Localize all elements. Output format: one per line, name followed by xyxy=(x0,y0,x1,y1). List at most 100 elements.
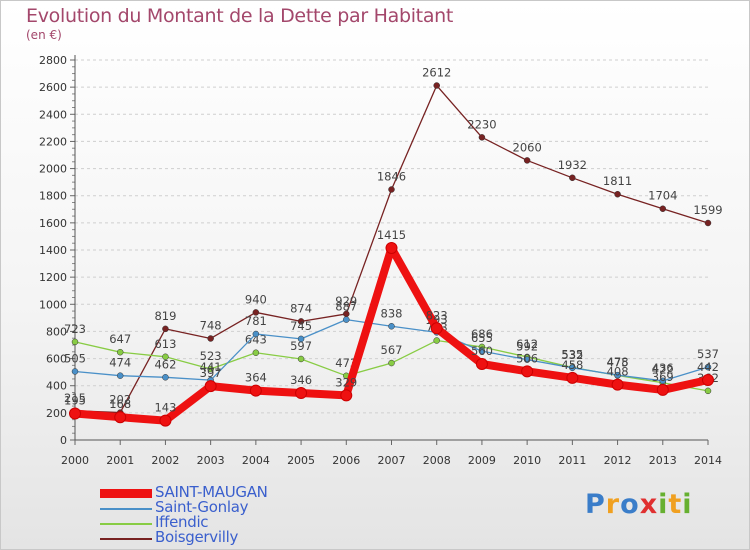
data-label: 436 xyxy=(652,361,674,375)
data-label: 1811 xyxy=(603,174,632,188)
data-label: 2230 xyxy=(467,117,496,131)
data-label: 441 xyxy=(200,360,222,374)
data-label: 474 xyxy=(109,356,131,370)
data-point xyxy=(159,414,172,427)
y-tick-label: 0 xyxy=(60,434,67,447)
data-label: 874 xyxy=(290,301,312,315)
data-point xyxy=(116,372,124,379)
data-point xyxy=(475,358,488,370)
data-label: 458 xyxy=(561,358,583,372)
data-point xyxy=(433,82,440,89)
data-label: 745 xyxy=(290,319,312,333)
data-label: 1932 xyxy=(558,158,587,172)
data-point xyxy=(614,190,621,198)
data-label: 202 xyxy=(109,393,131,407)
data-label: 1599 xyxy=(693,203,722,217)
data-point xyxy=(704,387,712,395)
data-point xyxy=(207,335,214,342)
data-point xyxy=(297,335,305,343)
data-point xyxy=(388,323,395,330)
data-point xyxy=(521,365,534,378)
data-label: 655 xyxy=(471,331,493,345)
y-tick-label: 1800 xyxy=(39,190,67,203)
data-label: 887 xyxy=(335,300,357,314)
data-label: 215 xyxy=(64,391,86,405)
data-point xyxy=(71,338,79,346)
data-label: 612 xyxy=(516,337,538,351)
data-label: 408 xyxy=(607,365,629,379)
data-label: 647 xyxy=(109,332,131,346)
data-point xyxy=(343,316,350,323)
data-label: 462 xyxy=(154,357,176,371)
data-label: 346 xyxy=(290,373,312,387)
data-label: 532 xyxy=(561,348,583,362)
data-point xyxy=(659,377,667,385)
data-point xyxy=(478,347,486,355)
data-label: 505 xyxy=(64,351,86,365)
data-point xyxy=(659,205,667,212)
data-point xyxy=(252,349,260,356)
series-line xyxy=(71,243,712,425)
data-label: 567 xyxy=(381,343,403,357)
data-point xyxy=(388,359,395,367)
data-point xyxy=(614,371,621,379)
data-label: 823 xyxy=(426,308,448,322)
data-label: 168 xyxy=(109,397,131,411)
data-label: 560 xyxy=(471,344,493,358)
data-point xyxy=(297,318,305,325)
logo-letter: o xyxy=(620,489,640,520)
data-label: 475 xyxy=(607,356,629,370)
data-point xyxy=(385,241,398,254)
data-point xyxy=(252,309,260,316)
x-tick-label: 2004 xyxy=(242,454,270,467)
legend-swatch xyxy=(100,489,152,498)
legend-swatch xyxy=(100,508,152,510)
y-tick-label: 1400 xyxy=(39,244,67,257)
data-point xyxy=(611,378,624,391)
data-label: 478 xyxy=(607,355,629,369)
data-point xyxy=(478,134,486,141)
data-label: 2612 xyxy=(422,66,451,80)
logo-letter: i xyxy=(658,489,669,520)
y-tick-label: 400 xyxy=(46,380,67,393)
y-tick-label: 1200 xyxy=(39,271,67,284)
data-point xyxy=(252,330,260,338)
logo-letter: P xyxy=(585,489,606,520)
data-point xyxy=(295,387,308,400)
y-tick-label: 1000 xyxy=(39,298,67,311)
data-point xyxy=(430,322,443,335)
data-point xyxy=(162,353,169,361)
y-tick-label: 600 xyxy=(46,353,67,366)
data-label: 613 xyxy=(154,337,176,351)
data-label: 686 xyxy=(471,327,493,341)
logo-letter: x xyxy=(639,489,659,520)
x-tick-label: 2014 xyxy=(694,454,722,467)
data-label: 1704 xyxy=(648,189,677,203)
data-label: 723 xyxy=(64,322,86,336)
data-label: 442 xyxy=(697,360,719,374)
chart-title: Evolution du Montant de la Dette par Hab… xyxy=(26,5,454,27)
data-point xyxy=(704,219,712,227)
data-point xyxy=(162,325,169,333)
data-label: 369 xyxy=(652,370,674,384)
y-tick-label: 2600 xyxy=(39,81,67,94)
y-tick-label: 2400 xyxy=(39,108,67,121)
x-tick-label: 2000 xyxy=(61,454,89,467)
series-boisgervilly: 215 202 819 748 940 874 929 1846 2612 2230 2060 193… xyxy=(64,66,723,416)
y-tick-label: 2200 xyxy=(39,135,67,148)
data-point xyxy=(116,348,124,356)
data-label: 1846 xyxy=(377,169,406,183)
data-point xyxy=(704,363,712,371)
data-point xyxy=(297,355,305,363)
data-point xyxy=(71,368,79,375)
x-tick-label: 2009 xyxy=(468,454,496,467)
x-tick-label: 2012 xyxy=(604,454,632,467)
x-tick-label: 2002 xyxy=(151,454,179,467)
data-point xyxy=(656,383,669,396)
y-tick-label: 800 xyxy=(46,325,67,338)
x-tick-label: 2006 xyxy=(332,454,360,467)
data-label: 781 xyxy=(245,314,267,328)
data-label: 597 xyxy=(290,339,312,353)
